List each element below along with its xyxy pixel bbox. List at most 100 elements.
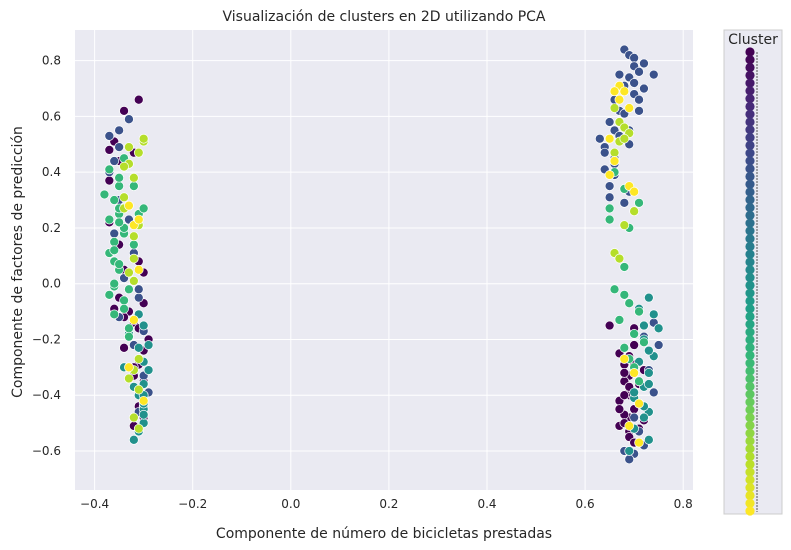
legend-swatch (745, 366, 755, 376)
scatter-point (594, 133, 605, 144)
legend-swatch (745, 327, 755, 337)
scatter-point (133, 264, 144, 275)
scatter-point (119, 192, 129, 203)
legend-swatch (745, 444, 755, 454)
legend-swatch (745, 148, 755, 158)
legend-swatch (745, 78, 755, 88)
scatter-point (634, 94, 644, 105)
scatter-point (129, 181, 139, 191)
legend-swatch (745, 117, 755, 127)
scatter-point (109, 278, 120, 289)
y-tick-label: −0.6 (32, 444, 61, 458)
scatter-point (104, 131, 115, 141)
x-tick-label: 0.6 (576, 497, 595, 511)
scatter-point (604, 320, 615, 331)
legend-swatch (745, 101, 755, 112)
legend-swatch (745, 234, 755, 244)
scatter-point (119, 161, 129, 172)
scatter-point (634, 197, 644, 208)
legend-swatch (745, 350, 755, 361)
scatter-point (109, 156, 120, 166)
legend-swatch (745, 249, 755, 259)
scatter-point (104, 164, 115, 175)
legend-swatch (745, 109, 755, 119)
legend-swatch (745, 358, 755, 368)
scatter-point (619, 354, 630, 364)
scatter-point (114, 181, 124, 191)
scatter-point (119, 105, 129, 116)
legend-swatch (745, 132, 755, 143)
y-tick-label: 0.6 (42, 109, 61, 123)
scatter-point (639, 83, 649, 94)
scatter-point (124, 114, 134, 125)
scatter-point (119, 342, 129, 353)
scatter-point (629, 368, 639, 378)
y-tick-label: 0.4 (42, 165, 61, 179)
legend-swatch (745, 451, 755, 462)
scatter-point (133, 354, 144, 364)
scatter-point (124, 331, 134, 342)
scatter-point (129, 412, 139, 423)
legend-swatch (745, 420, 755, 431)
legend-swatch (745, 265, 755, 275)
scatter-point (644, 345, 654, 356)
legend-swatch (745, 467, 755, 477)
legend-swatch (745, 483, 755, 493)
scatter-point (609, 284, 620, 295)
legend-swatch (745, 70, 755, 80)
scatter-point (119, 295, 129, 306)
plot-background (75, 30, 693, 490)
scatter-point (609, 156, 620, 166)
y-tick-labels: −0.6 −0.4 −0.2 0.0 0.2 0.4 0.6 0.8 (32, 54, 61, 458)
scatter-point (109, 228, 120, 239)
scatter-point (644, 292, 654, 303)
scatter-point (619, 289, 630, 300)
legend-swatch (745, 335, 755, 345)
legend-swatch (745, 257, 755, 267)
legend-swatch (745, 86, 755, 96)
scatter-point (619, 133, 630, 144)
scatter-point (624, 103, 635, 113)
legend-swatch (745, 428, 755, 438)
scatter-point (609, 86, 620, 97)
legend-swatch (745, 459, 755, 469)
scatter-point (639, 58, 649, 69)
legend-swatch (745, 125, 755, 135)
scatter-point (124, 362, 134, 373)
scatter-point (624, 446, 635, 456)
scatter-point (644, 434, 654, 445)
scatter-point (129, 231, 139, 242)
legend-swatch (745, 389, 755, 399)
legend-swatch (745, 319, 755, 329)
legend-swatch (745, 47, 755, 57)
legend-color-swatches (745, 47, 755, 516)
legend-swatch (745, 187, 755, 197)
scatter-point (114, 172, 124, 183)
x-tick-label: −0.2 (178, 497, 207, 511)
scatter-point (634, 376, 644, 387)
scatter-point (124, 284, 134, 295)
scatter-point (119, 303, 129, 314)
scatter-point (614, 315, 625, 325)
y-tick-label: 0.0 (42, 277, 61, 291)
x-tick-label: 0.8 (674, 497, 693, 511)
scatter-point (624, 454, 635, 465)
scatter-point (619, 342, 630, 353)
x-tick-label: 0.0 (281, 497, 300, 511)
scatter-point (124, 373, 134, 384)
scatter-point (653, 323, 664, 334)
scatter-point (604, 203, 615, 214)
x-tick-label: 0.2 (379, 497, 398, 511)
scatter-point (604, 181, 615, 191)
legend-swatch (745, 280, 755, 290)
scatter-point (133, 214, 144, 225)
scatter-point (634, 66, 644, 77)
scatter-point (634, 105, 644, 116)
legend-swatch (745, 475, 755, 485)
scatter-point (629, 206, 639, 217)
scatter-point (604, 192, 615, 203)
scatter-point (114, 259, 124, 270)
legend-swatch (745, 241, 755, 252)
scatter-point (129, 276, 139, 286)
scatter-point (619, 220, 630, 231)
